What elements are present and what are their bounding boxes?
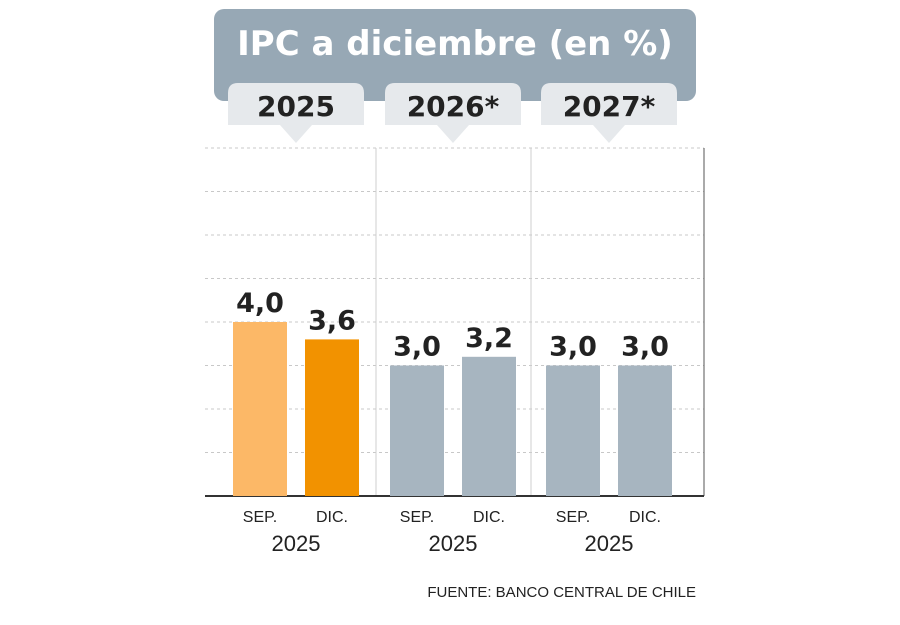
group-tabs: 2025 2026* 2027* (228, 83, 677, 143)
group-label: 2027* (563, 90, 656, 123)
source-note: FUENTE: BANCO CENTRAL DE CHILE (427, 584, 696, 601)
group-label: 2026* (407, 90, 500, 123)
bar-value-label: 3,2 (465, 323, 513, 354)
bar-value-label: 3,0 (393, 332, 441, 363)
bar (462, 357, 516, 496)
bar-value-label: 3,0 (549, 332, 597, 363)
bar (618, 366, 672, 497)
bar (546, 366, 600, 497)
category-label: DIC. (629, 509, 661, 526)
labels: 4,0 SEP. 3,6 DIC. 2025 3,0 SEP. 3,2 DIC. 2025 3,0 S… (236, 288, 669, 556)
year-label: 2025 (585, 531, 634, 556)
category-label: DIC. (473, 509, 505, 526)
bar-value-label: 3,6 (308, 305, 356, 336)
bar (233, 322, 287, 496)
category-label: SEP. (243, 509, 277, 526)
bar-value-label: 3,0 (621, 332, 669, 363)
bar (390, 366, 444, 497)
group-label: 2025 (257, 90, 335, 123)
chart-title: IPC a diciembre (en %) (237, 24, 673, 64)
bar (305, 339, 359, 496)
bar-value-label: 4,0 (236, 288, 284, 319)
category-label: SEP. (556, 509, 590, 526)
category-label: SEP. (400, 509, 434, 526)
category-label: DIC. (316, 509, 348, 526)
year-label: 2025 (429, 531, 478, 556)
year-label: 2025 (272, 531, 321, 556)
